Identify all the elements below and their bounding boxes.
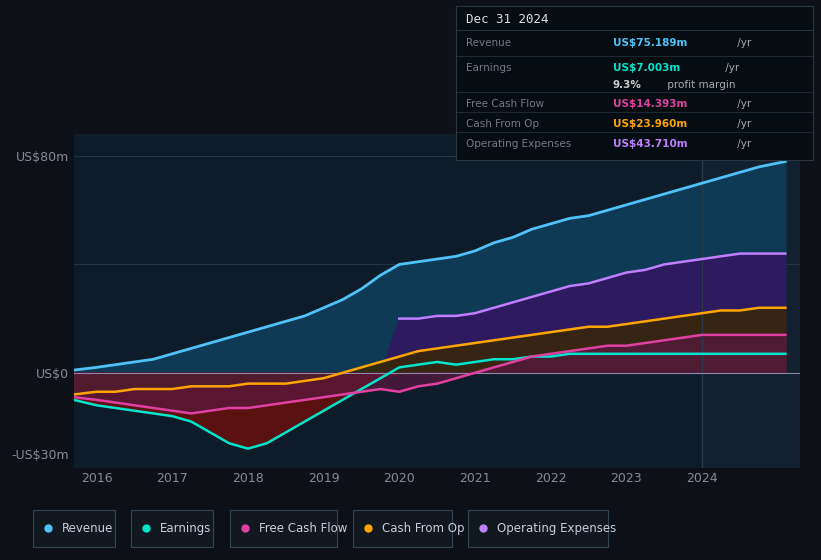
Text: US$43.710m: US$43.710m bbox=[612, 139, 687, 149]
Text: US$23.960m: US$23.960m bbox=[612, 119, 687, 129]
Text: Free Cash Flow: Free Cash Flow bbox=[466, 99, 544, 109]
FancyBboxPatch shape bbox=[131, 510, 213, 547]
Text: Dec 31 2024: Dec 31 2024 bbox=[466, 13, 549, 26]
Text: Operating Expenses: Operating Expenses bbox=[466, 139, 571, 149]
Text: Earnings: Earnings bbox=[160, 521, 212, 535]
Text: profit margin: profit margin bbox=[663, 80, 735, 90]
Text: US$75.189m: US$75.189m bbox=[612, 38, 687, 48]
Text: Free Cash Flow: Free Cash Flow bbox=[259, 521, 347, 535]
FancyBboxPatch shape bbox=[33, 510, 115, 547]
Text: /yr: /yr bbox=[734, 119, 751, 129]
Text: /yr: /yr bbox=[734, 99, 751, 109]
Text: /yr: /yr bbox=[734, 139, 751, 149]
Text: US$7.003m: US$7.003m bbox=[612, 63, 680, 73]
Text: Earnings: Earnings bbox=[466, 63, 511, 73]
Bar bbox=[702, 134, 800, 468]
Text: Operating Expenses: Operating Expenses bbox=[497, 521, 616, 535]
Text: Cash From Op: Cash From Op bbox=[466, 119, 539, 129]
Text: Revenue: Revenue bbox=[62, 521, 113, 535]
Text: Cash From Op: Cash From Op bbox=[382, 521, 464, 535]
Text: 9.3%: 9.3% bbox=[612, 80, 642, 90]
Text: /yr: /yr bbox=[722, 63, 740, 73]
FancyBboxPatch shape bbox=[353, 510, 452, 547]
Text: US$14.393m: US$14.393m bbox=[612, 99, 687, 109]
Text: Revenue: Revenue bbox=[466, 38, 511, 48]
FancyBboxPatch shape bbox=[468, 510, 608, 547]
Text: /yr: /yr bbox=[734, 38, 751, 48]
FancyBboxPatch shape bbox=[230, 510, 337, 547]
